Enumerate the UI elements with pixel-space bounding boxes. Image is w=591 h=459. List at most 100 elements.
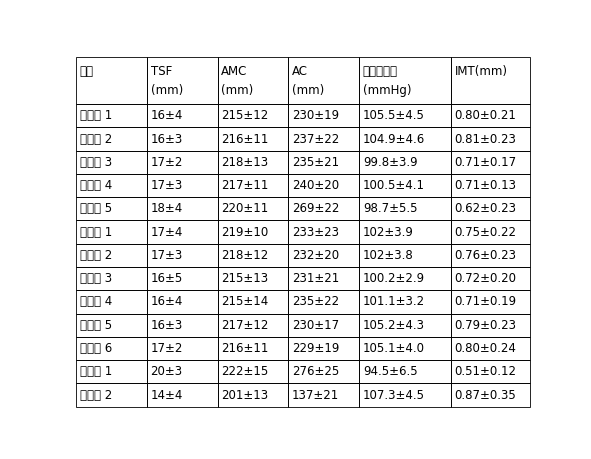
Bar xyxy=(288,151,359,174)
Bar xyxy=(451,360,530,383)
Bar xyxy=(147,127,217,151)
Bar xyxy=(451,57,530,104)
Text: 229±19: 229±19 xyxy=(292,342,339,355)
Text: 100.5±4.1: 100.5±4.1 xyxy=(363,179,425,192)
Bar xyxy=(147,337,217,360)
Text: 105.5±4.5: 105.5±4.5 xyxy=(363,109,425,122)
Bar xyxy=(76,337,147,360)
Bar xyxy=(76,57,147,104)
Bar xyxy=(147,244,217,267)
Bar xyxy=(147,197,217,220)
Text: 对比例 3: 对比例 3 xyxy=(80,272,112,285)
Text: 100.2±2.9: 100.2±2.9 xyxy=(363,272,425,285)
Text: 217±12: 217±12 xyxy=(222,319,269,332)
Bar xyxy=(451,151,530,174)
Text: 20±3: 20±3 xyxy=(151,365,183,378)
Text: 17±4: 17±4 xyxy=(151,226,183,239)
Text: 平均动脉压: 平均动脉压 xyxy=(363,65,398,78)
Text: 对比例 1: 对比例 1 xyxy=(80,226,112,239)
Text: 201±13: 201±13 xyxy=(222,389,268,402)
Bar xyxy=(217,220,288,244)
Bar xyxy=(147,174,217,197)
Text: 237±22: 237±22 xyxy=(292,133,339,146)
Bar xyxy=(217,360,288,383)
Text: 107.3±4.5: 107.3±4.5 xyxy=(363,389,425,402)
Bar xyxy=(288,313,359,337)
Text: 16±4: 16±4 xyxy=(151,296,183,308)
Text: 0.75±0.22: 0.75±0.22 xyxy=(454,226,517,239)
Text: (mm): (mm) xyxy=(151,84,183,97)
Bar xyxy=(288,197,359,220)
Text: 235±22: 235±22 xyxy=(292,296,339,308)
Text: 231±21: 231±21 xyxy=(292,272,339,285)
Bar xyxy=(76,151,147,174)
Bar xyxy=(451,220,530,244)
Text: 102±3.8: 102±3.8 xyxy=(363,249,414,262)
Bar xyxy=(451,127,530,151)
Text: 0.81±0.23: 0.81±0.23 xyxy=(454,133,517,146)
Bar xyxy=(76,244,147,267)
Text: 0.62±0.23: 0.62±0.23 xyxy=(454,202,517,215)
Bar xyxy=(217,57,288,104)
Bar xyxy=(288,360,359,383)
Text: 99.8±3.9: 99.8±3.9 xyxy=(363,156,417,169)
Text: 实施例 3: 实施例 3 xyxy=(80,156,112,169)
Bar xyxy=(359,57,451,104)
Text: 16±4: 16±4 xyxy=(151,109,183,122)
Text: 对照组 1: 对照组 1 xyxy=(80,365,112,378)
Text: 137±21: 137±21 xyxy=(292,389,339,402)
Bar xyxy=(359,244,451,267)
Text: 18±4: 18±4 xyxy=(151,202,183,215)
Bar xyxy=(217,267,288,291)
Bar xyxy=(76,127,147,151)
Bar xyxy=(451,104,530,127)
Bar xyxy=(217,151,288,174)
Bar xyxy=(359,383,451,407)
Text: 104.9±4.6: 104.9±4.6 xyxy=(363,133,425,146)
Bar xyxy=(359,267,451,291)
Text: 222±15: 222±15 xyxy=(222,365,269,378)
Text: AMC: AMC xyxy=(222,65,248,78)
Text: 240±20: 240±20 xyxy=(292,179,339,192)
Text: 219±10: 219±10 xyxy=(222,226,269,239)
Bar xyxy=(359,104,451,127)
Bar xyxy=(217,244,288,267)
Text: 218±13: 218±13 xyxy=(222,156,268,169)
Bar xyxy=(76,220,147,244)
Bar xyxy=(451,197,530,220)
Bar xyxy=(217,174,288,197)
Text: 233±23: 233±23 xyxy=(292,226,339,239)
Text: 216±11: 216±11 xyxy=(222,133,269,146)
Bar xyxy=(288,57,359,104)
Text: TSF: TSF xyxy=(151,65,172,78)
Text: 215±14: 215±14 xyxy=(222,296,269,308)
Bar xyxy=(359,360,451,383)
Text: 269±22: 269±22 xyxy=(292,202,339,215)
Bar xyxy=(451,383,530,407)
Text: 17±3: 17±3 xyxy=(151,179,183,192)
Text: 0.80±0.21: 0.80±0.21 xyxy=(454,109,517,122)
Bar xyxy=(288,244,359,267)
Text: 98.7±5.5: 98.7±5.5 xyxy=(363,202,417,215)
Bar xyxy=(451,267,530,291)
Text: 17±2: 17±2 xyxy=(151,342,183,355)
Bar xyxy=(288,127,359,151)
Bar xyxy=(147,220,217,244)
Text: 105.1±4.0: 105.1±4.0 xyxy=(363,342,425,355)
Bar xyxy=(451,244,530,267)
Text: 0.76±0.23: 0.76±0.23 xyxy=(454,249,517,262)
Text: 0.79±0.23: 0.79±0.23 xyxy=(454,319,517,332)
Bar xyxy=(147,104,217,127)
Bar xyxy=(217,197,288,220)
Text: 0.87±0.35: 0.87±0.35 xyxy=(454,389,517,402)
Text: 16±3: 16±3 xyxy=(151,133,183,146)
Bar xyxy=(147,383,217,407)
Text: (mm): (mm) xyxy=(292,84,324,97)
Bar xyxy=(147,57,217,104)
Bar xyxy=(451,174,530,197)
Text: 14±4: 14±4 xyxy=(151,389,183,402)
Bar xyxy=(359,127,451,151)
Text: 101.1±3.2: 101.1±3.2 xyxy=(363,296,425,308)
Bar xyxy=(217,291,288,313)
Text: 0.71±0.19: 0.71±0.19 xyxy=(454,296,517,308)
